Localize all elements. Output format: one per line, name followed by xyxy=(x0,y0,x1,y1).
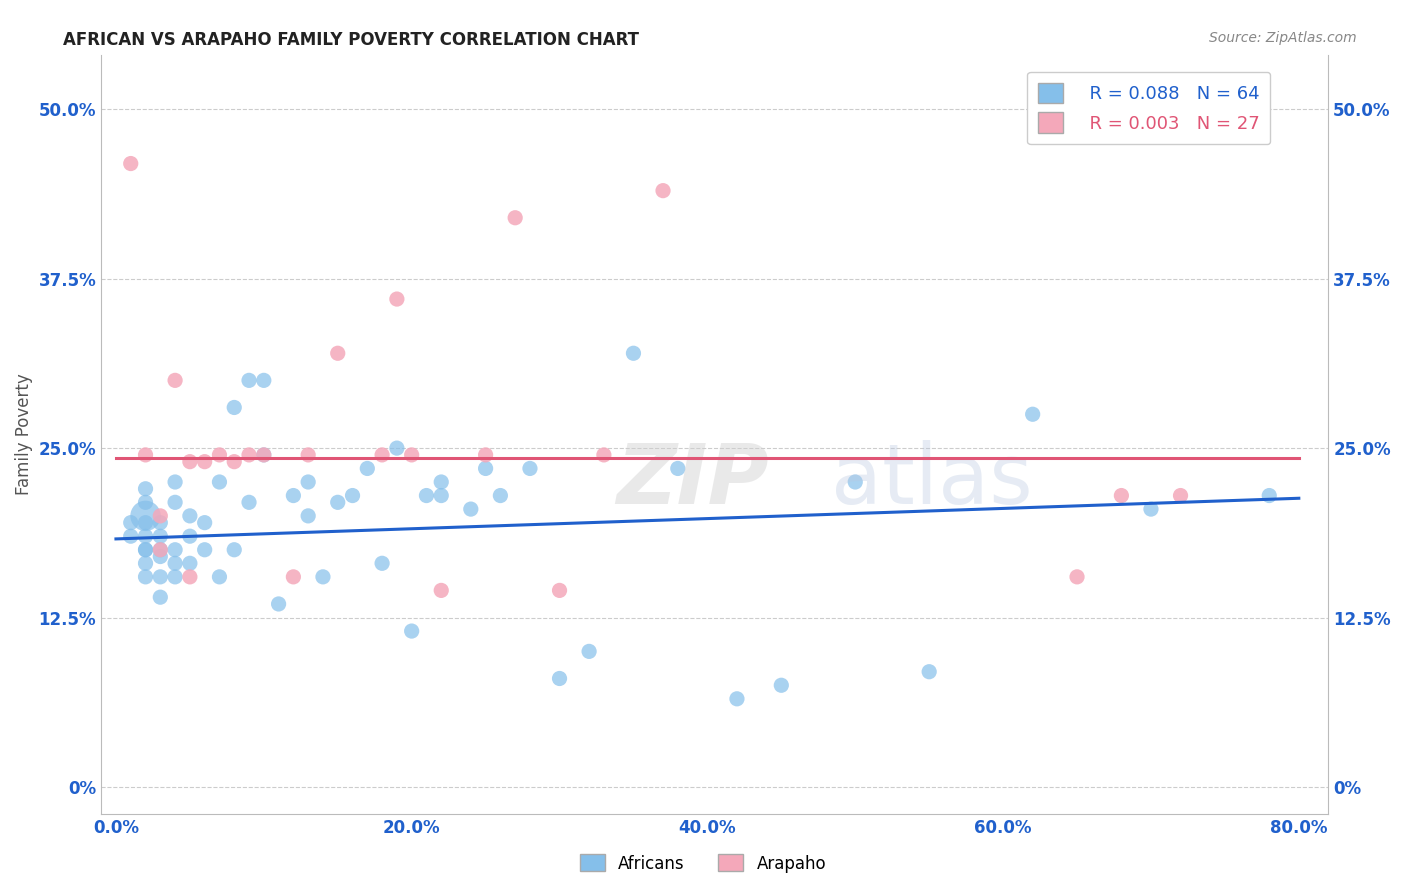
Point xyxy=(297,475,319,489)
Point xyxy=(165,570,187,584)
Point xyxy=(460,502,482,516)
Point xyxy=(135,508,157,523)
Point xyxy=(1021,407,1043,421)
Legend: Africans, Arapaho: Africans, Arapaho xyxy=(574,847,832,880)
Point xyxy=(135,570,157,584)
Point xyxy=(120,516,142,530)
Point xyxy=(623,346,645,360)
Point xyxy=(474,461,496,475)
Point xyxy=(312,570,335,584)
Point xyxy=(548,672,571,686)
Point xyxy=(430,475,453,489)
Point xyxy=(371,448,394,462)
Point xyxy=(165,373,187,387)
Point xyxy=(194,516,217,530)
Point xyxy=(253,373,276,387)
Text: Source: ZipAtlas.com: Source: ZipAtlas.com xyxy=(1209,31,1357,45)
Y-axis label: Family Poverty: Family Poverty xyxy=(15,374,32,495)
Point xyxy=(593,448,616,462)
Point xyxy=(179,455,201,469)
Point xyxy=(652,184,675,198)
Point xyxy=(149,542,172,557)
Point xyxy=(1140,502,1163,516)
Point xyxy=(415,489,437,503)
Text: ZIP: ZIP xyxy=(617,440,769,521)
Point xyxy=(1258,489,1281,503)
Point xyxy=(224,542,246,557)
Point xyxy=(224,401,246,415)
Point xyxy=(844,475,866,489)
Point xyxy=(253,448,276,462)
Point xyxy=(135,557,157,571)
Point xyxy=(253,448,276,462)
Point xyxy=(135,542,157,557)
Point xyxy=(1170,489,1192,503)
Point xyxy=(326,495,349,509)
Point xyxy=(208,570,231,584)
Point xyxy=(578,644,600,658)
Legend:   R = 0.088   N = 64,   R = 0.003   N = 27: R = 0.088 N = 64, R = 0.003 N = 27 xyxy=(1028,71,1270,145)
Point xyxy=(401,624,423,638)
Point xyxy=(503,211,526,225)
Point xyxy=(297,448,319,462)
Point xyxy=(548,583,571,598)
Point xyxy=(385,441,408,455)
Point xyxy=(1066,570,1088,584)
Point xyxy=(149,570,172,584)
Point xyxy=(385,292,408,306)
Point xyxy=(725,691,748,706)
Point xyxy=(179,570,201,584)
Point xyxy=(179,508,201,523)
Point xyxy=(179,557,201,571)
Point xyxy=(165,475,187,489)
Point xyxy=(430,583,453,598)
Point xyxy=(474,448,496,462)
Point xyxy=(149,529,172,543)
Point xyxy=(135,542,157,557)
Point xyxy=(194,455,217,469)
Point xyxy=(135,482,157,496)
Point xyxy=(297,508,319,523)
Point xyxy=(356,461,378,475)
Point xyxy=(666,461,689,475)
Point xyxy=(135,529,157,543)
Point xyxy=(326,346,349,360)
Point xyxy=(135,448,157,462)
Point xyxy=(224,455,246,469)
Point xyxy=(135,516,157,530)
Text: AFRICAN VS ARAPAHO FAMILY POVERTY CORRELATION CHART: AFRICAN VS ARAPAHO FAMILY POVERTY CORREL… xyxy=(63,31,640,49)
Point xyxy=(267,597,290,611)
Point xyxy=(283,489,305,503)
Point xyxy=(208,475,231,489)
Point xyxy=(149,516,172,530)
Point xyxy=(430,489,453,503)
Point xyxy=(165,542,187,557)
Point xyxy=(165,495,187,509)
Point xyxy=(238,448,260,462)
Point xyxy=(165,557,187,571)
Text: atlas: atlas xyxy=(831,440,1033,521)
Point xyxy=(519,461,541,475)
Point xyxy=(918,665,941,679)
Point xyxy=(149,508,172,523)
Point xyxy=(342,489,364,503)
Point xyxy=(120,529,142,543)
Point xyxy=(194,542,217,557)
Point xyxy=(238,373,260,387)
Point xyxy=(149,549,172,564)
Point xyxy=(371,557,394,571)
Point xyxy=(283,570,305,584)
Point xyxy=(149,590,172,604)
Point xyxy=(770,678,793,692)
Point xyxy=(135,495,157,509)
Point xyxy=(179,529,201,543)
Point xyxy=(208,448,231,462)
Point xyxy=(489,489,512,503)
Point xyxy=(238,495,260,509)
Point xyxy=(1111,489,1133,503)
Point xyxy=(120,156,142,170)
Point xyxy=(149,542,172,557)
Point xyxy=(401,448,423,462)
